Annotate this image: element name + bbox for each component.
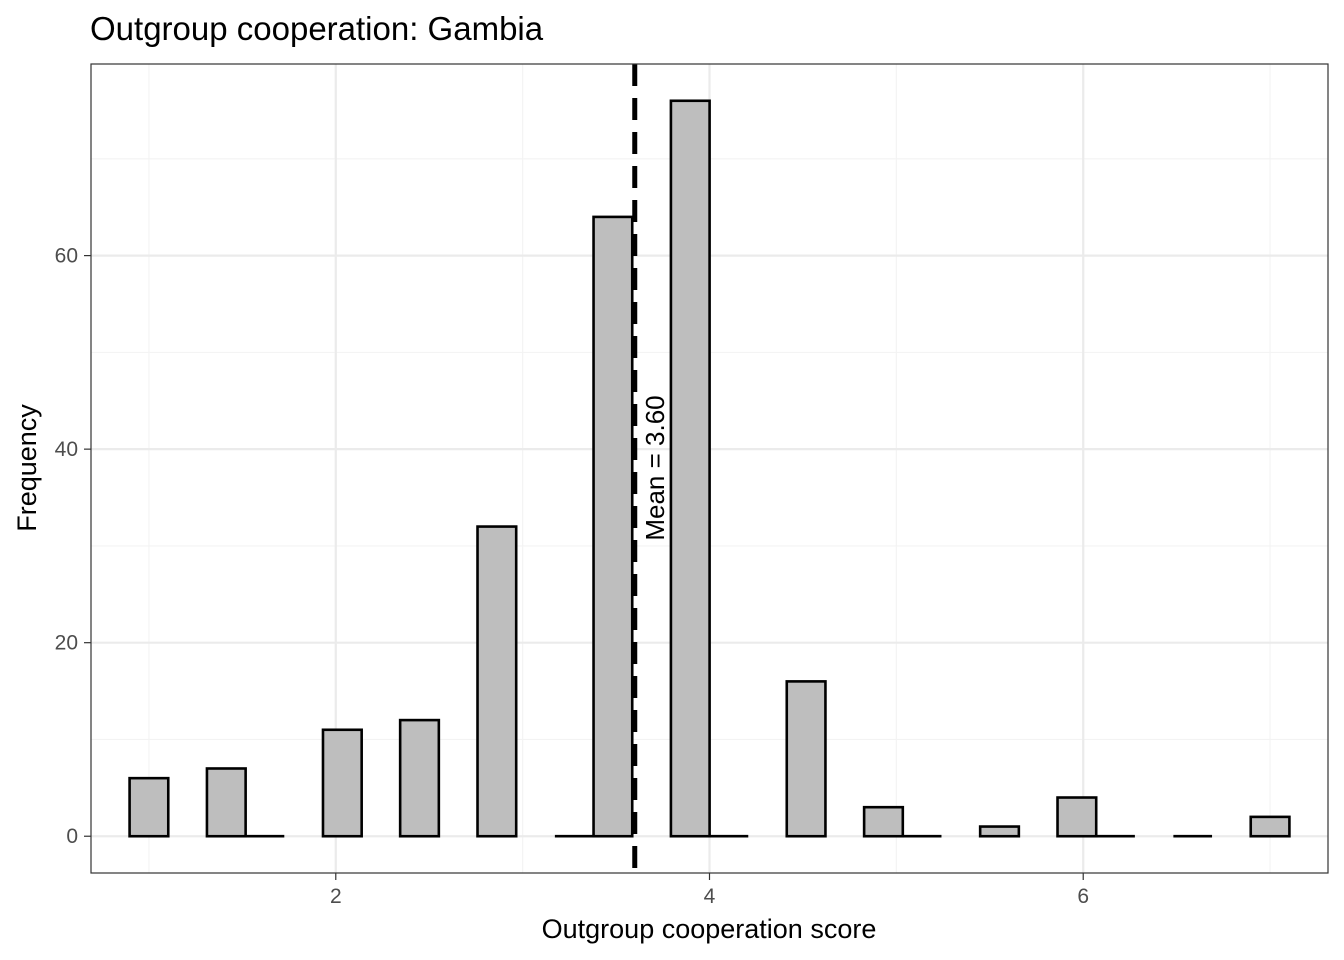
histogram-bar [476, 525, 518, 838]
histogram-bar [669, 99, 711, 838]
x-tick-label: 6 [1077, 885, 1089, 908]
histogram-bar [1249, 815, 1291, 838]
y-tick-label: 20 [55, 632, 78, 655]
chart-title: Outgroup cooperation: Gambia [90, 10, 544, 47]
y-axis-title: Frequency [12, 404, 42, 532]
histogram-bar [1056, 796, 1098, 838]
mean-marker: Mean = 3.60 [632, 64, 670, 873]
histogram-bar [862, 805, 905, 838]
y-tick-label: 0 [66, 825, 78, 848]
x-axis-title: Outgroup cooperation score [542, 914, 877, 944]
histogram-bar [398, 718, 441, 838]
histogram-bar [785, 680, 827, 838]
x-tick-label: 4 [704, 885, 716, 908]
histogram-bar [978, 825, 1021, 838]
histogram-bar [128, 776, 170, 838]
y-tick-label: 60 [55, 245, 78, 268]
mean-label: Mean = 3.60 [640, 395, 670, 540]
histogram-bar [205, 767, 247, 838]
histogram-bars [128, 99, 1291, 838]
y-tick-label: 40 [55, 438, 78, 461]
histogram-bar [321, 728, 363, 838]
x-tick-label: 2 [330, 885, 342, 908]
histogram-bar [592, 215, 634, 838]
